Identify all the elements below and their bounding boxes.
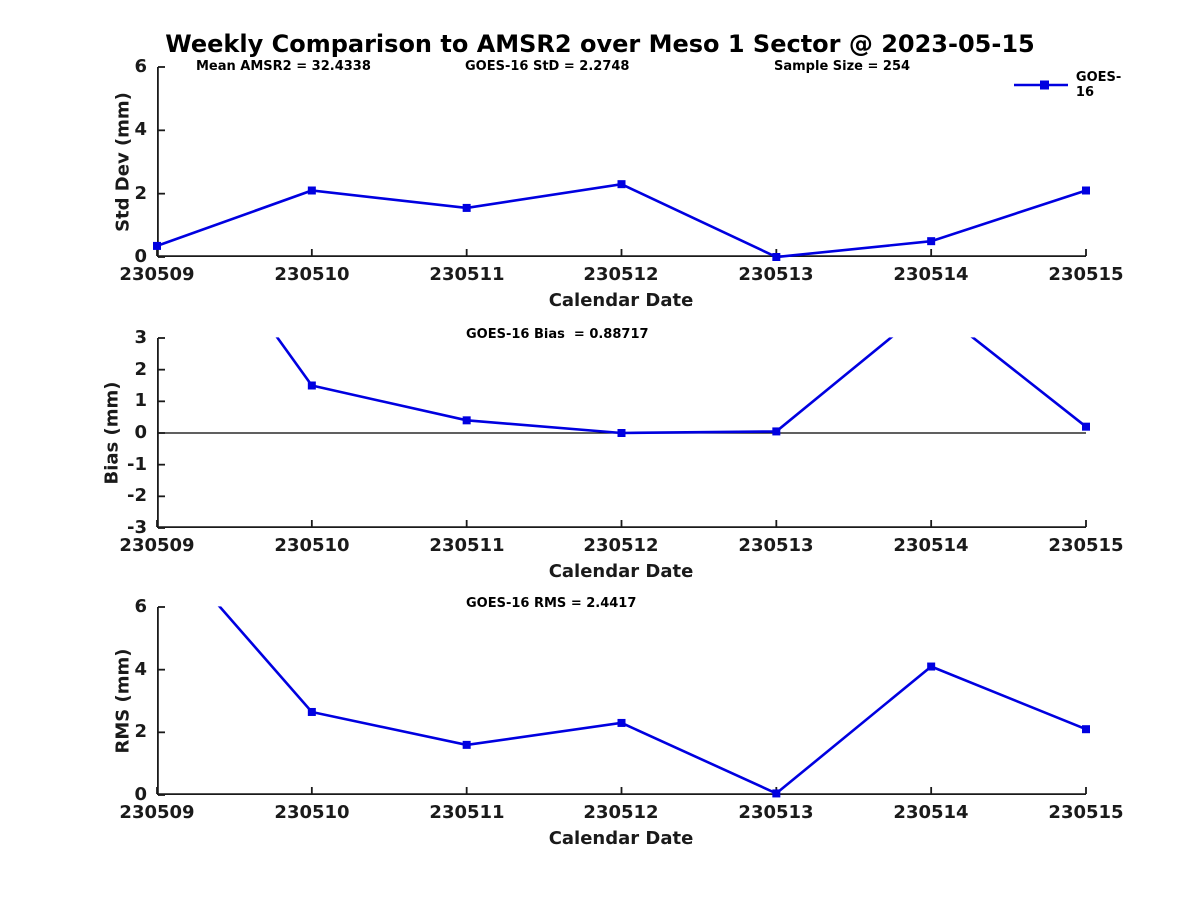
data-point-marker <box>772 427 781 436</box>
series-line <box>156 182 1087 259</box>
data-point-marker <box>1082 725 1090 734</box>
y-tick-label: 6 <box>134 596 147 617</box>
x-tick-label: 230510 <box>274 264 350 285</box>
y-tick-label: 4 <box>134 119 147 140</box>
data-point-marker <box>772 789 781 798</box>
stddev-subplot: Std Dev (mm) Mean AMSR2 = 32.4338 GOES-1… <box>113 58 1124 312</box>
annotation-mean-amsr2: Mean AMSR2 = 32.4338 <box>196 59 371 74</box>
data-point-marker <box>462 203 471 212</box>
y-tick-label: 4 <box>134 659 147 680</box>
y-tick-label: 1 <box>134 390 147 411</box>
data-point-marker <box>1082 186 1090 195</box>
bias-subplot: Bias (mm) GOES-16 Bias = 0.88717 3 2 1 0… <box>102 328 1124 583</box>
annotation-goes16-bias: GOES-16 Bias = 0.88717 <box>466 327 649 342</box>
y-tick-label: -2 <box>127 485 147 506</box>
x-axis-label: Calendar Date <box>548 828 694 849</box>
y-tick-label: 6 <box>134 56 147 77</box>
x-tick-label: 230511 <box>429 802 505 823</box>
x-tick-label: 230510 <box>274 802 350 823</box>
y-tick-label: -1 <box>127 454 147 475</box>
x-axis-label: Calendar Date <box>548 561 694 582</box>
x-tick-label: 230514 <box>893 264 969 285</box>
x-tick-label: 230513 <box>738 802 814 823</box>
legend-marker-icon <box>1040 80 1049 90</box>
x-tick-label: 230515 <box>1048 802 1124 823</box>
x-tick-label: 230514 <box>893 802 969 823</box>
data-point-marker <box>617 718 626 727</box>
data-point-marker <box>462 416 471 425</box>
x-tick-label: 230512 <box>583 802 659 823</box>
x-tick-label: 230515 <box>1048 264 1124 285</box>
y-tick-label: -3 <box>127 517 147 538</box>
y-tick-label: 3 <box>134 327 147 348</box>
x-tick-label: 230509 <box>119 535 195 556</box>
data-point-marker <box>307 707 316 716</box>
data-point-marker <box>307 186 316 195</box>
legend-line-sample <box>1014 80 1068 90</box>
x-tick-label: 230515 <box>1048 535 1124 556</box>
stddev-y-axis-label: Std Dev (mm) <box>112 92 134 232</box>
data-point-marker <box>617 429 626 437</box>
y-tick-label: 0 <box>134 422 147 443</box>
y-tick-label: 2 <box>134 183 147 204</box>
data-point-marker <box>307 381 316 390</box>
x-tick-label: 230513 <box>738 264 814 285</box>
y-tick-label: 0 <box>134 246 147 267</box>
x-tick-label: 230513 <box>738 535 814 556</box>
data-point-marker <box>927 237 936 246</box>
annotation-goes16-rms: GOES-16 RMS = 2.4417 <box>466 596 637 611</box>
x-tick-label: 230509 <box>119 264 195 285</box>
stddev-plot-area <box>153 66 1090 261</box>
data-point-marker <box>462 740 471 749</box>
legend: GOES-16 <box>1013 70 1130 100</box>
annotation-goes16-std: GOES-16 StD = 2.2748 <box>465 59 630 74</box>
annotation-sample-size: Sample Size = 254 <box>774 59 911 74</box>
legend-label: GOES-16 <box>1075 70 1122 100</box>
y-tick-label: 2 <box>134 359 147 380</box>
rms-subplot: RMS (mm) GOES-16 RMS = 2.4417 6 4 2 0 23… <box>113 597 1124 850</box>
data-point-marker <box>153 241 161 250</box>
x-tick-label: 230510 <box>274 535 350 556</box>
x-tick-label: 230511 <box>429 264 505 285</box>
data-point-marker <box>1082 422 1090 431</box>
x-tick-label: 230512 <box>583 535 659 556</box>
bias-plot-area <box>156 337 1090 529</box>
y-tick-label: 0 <box>134 784 147 805</box>
data-point-marker <box>617 180 626 189</box>
x-tick-label: 230512 <box>583 264 659 285</box>
y-tick-label: 2 <box>134 721 147 742</box>
x-tick-label: 230509 <box>119 802 195 823</box>
data-point-marker <box>927 662 936 671</box>
figure-title: Weekly Comparison to AMSR2 over Meso 1 S… <box>165 30 1035 58</box>
x-tick-label: 230511 <box>429 535 505 556</box>
data-point-marker <box>772 253 781 261</box>
rms-plot-area <box>156 606 1090 798</box>
x-tick-label: 230514 <box>893 535 969 556</box>
x-axis-label: Calendar Date <box>548 290 694 311</box>
